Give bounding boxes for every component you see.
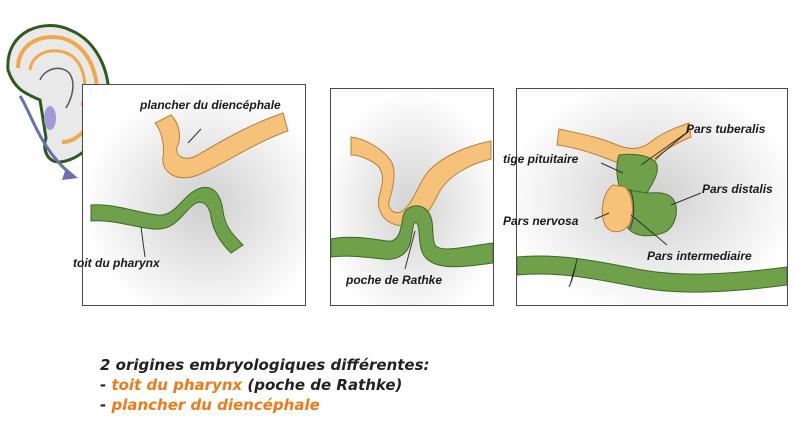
label-pars-tuberalis: Pars tuberalis — [686, 122, 766, 136]
leader-pharynx — [140, 226, 146, 258]
label-poche-rathke: poche de Rathke — [346, 273, 443, 287]
leader-tuberalis-2 — [654, 130, 690, 160]
diencephalon-floor — [350, 136, 492, 227]
leader-tige — [600, 162, 624, 174]
caption-dash: - — [100, 376, 112, 394]
caption-highlight-diencephale: plancher du diencéphale — [111, 396, 320, 414]
zoom-arrow-head — [62, 168, 78, 180]
zoom-arrow — [18, 95, 73, 177]
label-toit-pharynx: toit du pharynx — [73, 256, 160, 270]
leader-nervosa — [594, 212, 610, 220]
diencephalon-floor — [556, 122, 692, 167]
embryo-highlight-region — [44, 106, 56, 130]
caption-rathke-note: (poche de Rathke) — [242, 376, 403, 394]
panel-pituitary-stage — [516, 88, 788, 306]
rathke-pouch — [331, 205, 493, 268]
pharynx-leader — [568, 258, 578, 288]
caption-line-2: - plancher du diencéphale — [100, 395, 430, 415]
caption-line-1: - toit du pharynx (poche de Rathke) — [100, 375, 430, 395]
caption-highlight-pharynx: toit du pharynx — [111, 376, 243, 394]
label-pars-distalis: Pars distalis — [702, 182, 773, 196]
leader-intermediaire — [630, 214, 668, 246]
diencephalon-floor — [154, 112, 289, 179]
panel-rathke-drawing — [331, 89, 493, 305]
pars-nervosa-shape — [601, 184, 633, 233]
cleft-line — [629, 188, 635, 230]
panel-early-stage — [82, 84, 306, 306]
leader-distalis — [670, 192, 702, 206]
panel-rathke-stage — [330, 88, 494, 306]
leader-plancher — [187, 128, 202, 144]
pharynx-roof — [90, 187, 244, 254]
label-tige-pituitaire: tige pituitaire — [503, 152, 579, 166]
label-pars-intermediaire: Pars intermediaire — [647, 249, 752, 263]
panel-shading — [331, 89, 493, 305]
pharynx-roof — [517, 255, 787, 293]
pars-tuberalis-shape — [616, 153, 658, 194]
caption: 2 origines embryologiques différentes: -… — [100, 355, 430, 415]
label-plancher-diencephale: plancher du diencéphale — [140, 98, 281, 112]
panel-early-stage-drawing — [83, 85, 305, 305]
panel-pituitary-drawing — [517, 89, 787, 305]
embryo-inner-line — [39, 67, 74, 109]
caption-heading: 2 origines embryologiques différentes: — [100, 356, 430, 374]
caption-dash: - — [100, 396, 112, 414]
label-pars-nervosa: Pars nervosa — [503, 214, 579, 228]
leader-rathke — [404, 230, 416, 270]
